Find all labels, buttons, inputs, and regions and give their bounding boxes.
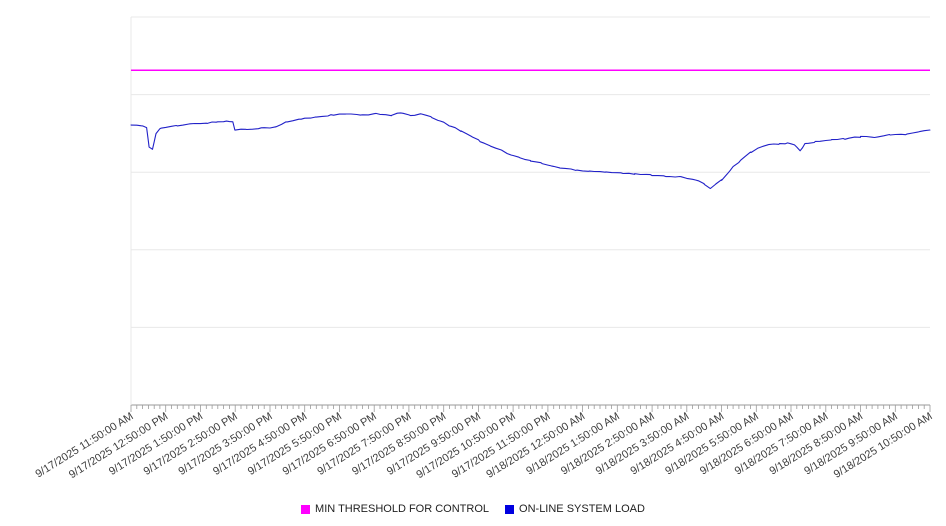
system-load-legend-label: ON-LINE SYSTEM LOAD [519, 503, 645, 515]
legend-item-min-threshold[interactable]: MIN THRESHOLD FOR CONTROL [301, 503, 489, 515]
system-load-legend-swatch [505, 504, 515, 514]
threshold-legend-swatch [301, 504, 311, 514]
system-load-line [130, 112, 931, 190]
line-chart: 9/17/2025 11:50:00 AM 9/17/2025 12:50:00 … [33, 16, 935, 481]
chart-legend: MIN THRESHOLD FOR CONTROL ON-LINE SYSTEM… [0, 496, 946, 522]
chart-canvas: 9/17/2025 11:50:00 AM9/17/2025 12:50:00 … [33, 16, 935, 481]
legend-item-system-load[interactable]: ON-LINE SYSTEM LOAD [505, 503, 645, 515]
threshold-legend-label: MIN THRESHOLD FOR CONTROL [315, 503, 490, 515]
